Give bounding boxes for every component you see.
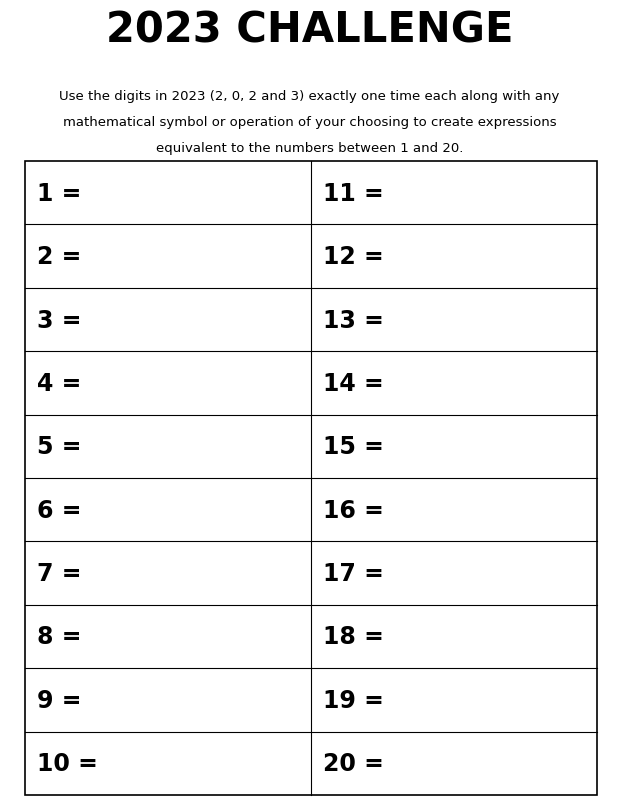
Text: 3 =: 3 = [37, 308, 82, 332]
Text: 12 =: 12 = [323, 245, 384, 269]
Text: 15 =: 15 = [323, 434, 384, 459]
Text: 1 =: 1 = [37, 181, 81, 206]
Text: 18 =: 18 = [323, 625, 384, 649]
Text: 8 =: 8 = [37, 625, 82, 649]
Text: 17 =: 17 = [323, 561, 384, 585]
Text: 10 =: 10 = [37, 752, 98, 776]
Text: Use the digits in 2023 (2, 0, 2 and 3) exactly one time each along with any: Use the digits in 2023 (2, 0, 2 and 3) e… [59, 90, 560, 103]
Bar [25, 161, 597, 795]
Text: 11 =: 11 = [323, 181, 384, 206]
Text: 6 =: 6 = [37, 498, 82, 522]
Text: 4 =: 4 = [37, 372, 81, 395]
Text: 2023 CHALLENGE: 2023 CHALLENGE [106, 10, 513, 52]
Text: 14 =: 14 = [323, 372, 384, 395]
Text: 7 =: 7 = [37, 561, 82, 585]
Text: 16 =: 16 = [323, 498, 384, 522]
Text: 13 =: 13 = [323, 308, 384, 332]
Text: 2 =: 2 = [37, 245, 81, 269]
Text: 5 =: 5 = [37, 434, 82, 459]
Text: 19 =: 19 = [323, 688, 384, 712]
Text: 9 =: 9 = [37, 688, 82, 712]
Text: equivalent to the numbers between 1 and 20.: equivalent to the numbers between 1 and … [156, 142, 463, 155]
Text: 20 =: 20 = [323, 752, 384, 776]
Text: mathematical symbol or operation of your choosing to create expressions: mathematical symbol or operation of your… [63, 116, 556, 128]
